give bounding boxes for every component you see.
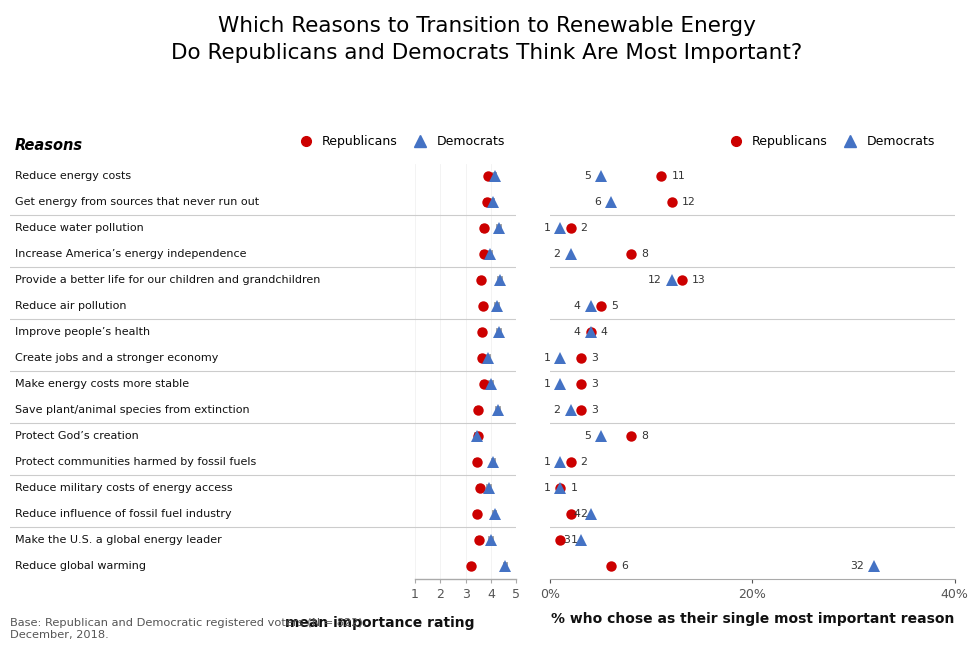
Text: 5: 5 bbox=[583, 171, 590, 181]
Text: Make energy costs more stable: Make energy costs more stable bbox=[15, 379, 189, 389]
Text: 32: 32 bbox=[850, 561, 864, 571]
Text: Save plant/animal species from extinction: Save plant/animal species from extinctio… bbox=[15, 405, 249, 415]
Text: Reduce global warming: Reduce global warming bbox=[15, 561, 146, 571]
Text: 2: 2 bbox=[553, 405, 560, 415]
Text: 4: 4 bbox=[574, 327, 581, 337]
Text: 1: 1 bbox=[543, 457, 550, 467]
Text: Improve people’s health: Improve people’s health bbox=[15, 327, 150, 337]
Text: 3: 3 bbox=[590, 379, 598, 389]
Text: 1: 1 bbox=[571, 483, 578, 493]
Text: Reduce influence of fossil fuel industry: Reduce influence of fossil fuel industry bbox=[15, 509, 232, 519]
Text: 2: 2 bbox=[581, 224, 587, 233]
Text: 4: 4 bbox=[601, 327, 608, 337]
Text: 5: 5 bbox=[583, 431, 590, 441]
Text: Provide a better life for our children and grandchildren: Provide a better life for our children a… bbox=[15, 275, 320, 285]
Text: 3: 3 bbox=[590, 353, 598, 363]
Text: Which Reasons to Transition to Renewable Energy
Do Republicans and Democrats Thi: Which Reasons to Transition to Renewable… bbox=[171, 16, 803, 63]
Legend: Republicans, Democrats: Republicans, Democrats bbox=[718, 130, 940, 153]
X-axis label: % who chose as their single most important reason: % who chose as their single most importa… bbox=[550, 612, 955, 626]
Text: 12: 12 bbox=[648, 275, 661, 285]
Text: 4: 4 bbox=[574, 509, 581, 519]
Text: Increase America’s energy independence: Increase America’s energy independence bbox=[15, 249, 246, 260]
Text: Create jobs and a stronger economy: Create jobs and a stronger economy bbox=[15, 353, 218, 363]
Text: 2: 2 bbox=[581, 509, 587, 519]
Text: 6: 6 bbox=[594, 198, 601, 207]
Text: 2: 2 bbox=[553, 249, 560, 260]
Text: 12: 12 bbox=[682, 198, 695, 207]
Text: 13: 13 bbox=[692, 275, 705, 285]
Text: 11: 11 bbox=[672, 171, 686, 181]
Text: Get energy from sources that never run out: Get energy from sources that never run o… bbox=[15, 198, 259, 207]
Text: 5: 5 bbox=[611, 301, 618, 311]
Legend: Republicans, Democrats: Republicans, Democrats bbox=[288, 130, 510, 153]
Text: 3: 3 bbox=[590, 405, 598, 415]
Text: Protect God’s creation: Protect God’s creation bbox=[15, 431, 138, 441]
Text: Reduce water pollution: Reduce water pollution bbox=[15, 224, 143, 233]
Text: 2: 2 bbox=[581, 457, 587, 467]
Text: Reduce military costs of energy access: Reduce military costs of energy access bbox=[15, 483, 233, 493]
Text: Protect communities harmed by fossil fuels: Protect communities harmed by fossil fue… bbox=[15, 457, 256, 467]
Text: 8: 8 bbox=[641, 249, 648, 260]
Text: 3: 3 bbox=[564, 535, 571, 545]
Text: 1: 1 bbox=[543, 379, 550, 389]
Text: Reduce air pollution: Reduce air pollution bbox=[15, 301, 127, 311]
Text: 8: 8 bbox=[641, 431, 648, 441]
Text: Base: Republican and Democratic registered voters (N = 822).
December, 2018.: Base: Republican and Democratic register… bbox=[10, 618, 366, 640]
Text: Make the U.S. a global energy leader: Make the U.S. a global energy leader bbox=[15, 535, 221, 545]
Text: Reduce energy costs: Reduce energy costs bbox=[15, 171, 131, 181]
Text: 6: 6 bbox=[621, 561, 628, 571]
Text: 1: 1 bbox=[543, 224, 550, 233]
Text: 1: 1 bbox=[543, 353, 550, 363]
Text: 1: 1 bbox=[543, 483, 550, 493]
Text: 1: 1 bbox=[571, 535, 578, 545]
Text: Reasons: Reasons bbox=[15, 138, 83, 153]
X-axis label: mean importance rating: mean importance rating bbox=[284, 616, 474, 630]
Text: 4: 4 bbox=[574, 301, 581, 311]
